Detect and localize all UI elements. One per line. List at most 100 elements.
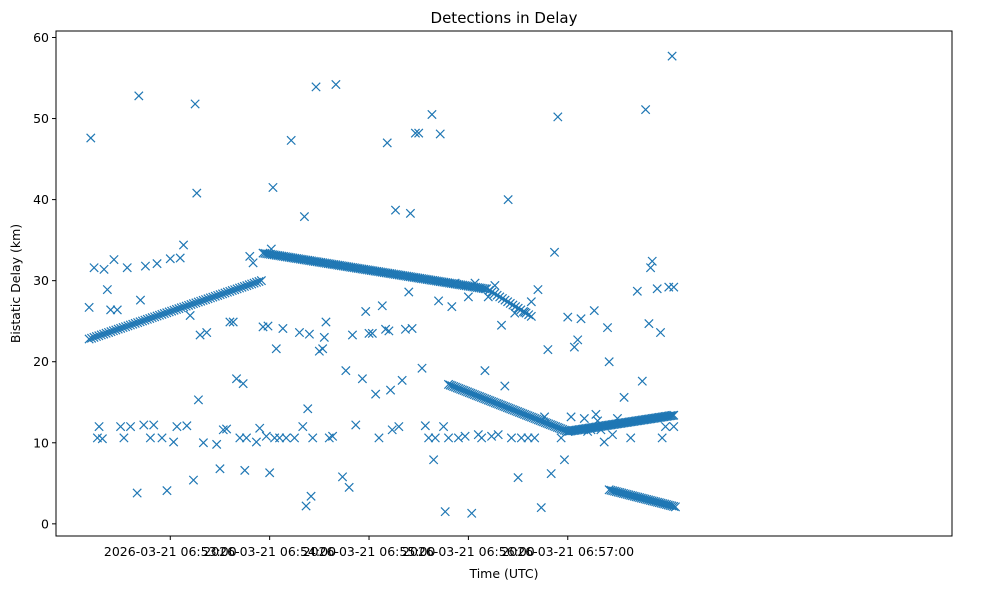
data-point [291,253,302,264]
data-point [152,311,162,321]
data-point [284,252,294,262]
data-point [410,128,421,138]
data-point [533,284,543,295]
data-point [96,330,106,340]
data-point [508,300,518,310]
data-point [371,389,381,399]
data-point [251,277,262,287]
data-point [186,299,196,310]
data-point [433,276,443,286]
data-point [642,494,652,505]
data-point [303,404,313,414]
data-point [591,409,601,420]
data-point [190,99,200,109]
data-point [344,262,354,272]
data-point [293,254,304,264]
data-point [235,433,245,443]
data-point [359,264,369,274]
data-point [372,266,382,277]
data-point [140,261,151,271]
data-point [437,277,447,287]
data-point [404,287,414,297]
y-axis: 0 10 20 30 40 50 60 [33,30,56,531]
data-point [658,498,668,509]
data-point [251,437,262,447]
data-point [424,275,434,285]
data-point [267,249,277,260]
data-point [367,328,377,338]
data-point [340,261,350,271]
data-point [135,317,145,327]
data-point [157,309,167,319]
data-point [260,248,270,259]
data-point [275,251,285,261]
data-marks [84,51,681,518]
data-point [321,317,331,327]
data-point [86,333,97,343]
data-point [438,421,449,432]
data-point [174,303,184,314]
data-point [638,493,648,504]
data-point [351,263,361,273]
data-point [122,263,132,273]
data-point [245,251,255,261]
data-point [106,305,116,315]
data-point [145,433,156,443]
data-point [248,258,258,268]
data-point [247,279,257,289]
data-point [667,51,677,61]
data-point [118,322,128,333]
data-point [426,275,436,285]
data-point [265,468,275,478]
data-point [606,485,616,495]
data-point [337,472,348,482]
data-point [232,284,242,294]
data-point [108,326,119,336]
data-point [99,329,109,339]
y-tick-label: 50 [33,111,49,126]
data-point [643,495,654,505]
data-point [428,455,439,465]
data-point [453,433,464,443]
data-point [362,265,373,275]
data-point [524,310,534,320]
data-point [125,421,136,432]
data-point [380,324,391,334]
data-point [128,319,138,329]
y-tick-label: 40 [33,192,49,207]
data-point [147,313,157,323]
data-point [149,420,159,430]
data-point [263,321,273,331]
data-point [308,433,318,443]
data-point [420,421,430,431]
data-point [256,276,266,286]
data-point [530,433,540,443]
data-point [278,251,289,262]
data-point [162,485,172,496]
data-point [513,303,523,313]
data-point [443,433,454,443]
data-point [140,315,150,325]
data-point [660,499,670,509]
data-point [487,287,497,297]
data-point [123,321,133,331]
data-point [99,264,109,274]
data-point [489,289,500,299]
data-point [241,433,252,443]
data-point [290,253,300,263]
data-point [456,280,466,290]
data-point [306,491,316,501]
data-point [239,281,250,292]
data-point [115,421,126,432]
data-point [89,332,99,343]
data-point [202,327,212,338]
data-point [182,421,192,431]
data-point [318,344,328,354]
data-point [640,105,651,115]
data-point [657,433,667,443]
chart-title: Detections in Delay [431,9,578,27]
data-point [282,252,292,262]
data-point [120,322,131,332]
data-point [332,260,343,270]
data-point [467,282,477,292]
